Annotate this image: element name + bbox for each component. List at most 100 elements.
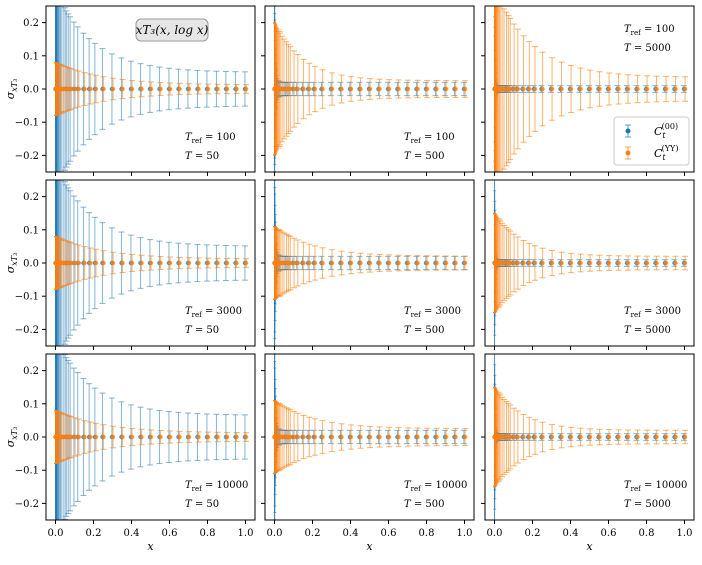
errorbar (539, 51, 546, 127)
errorbar (214, 431, 221, 443)
errorbar (119, 78, 126, 100)
errorbar (615, 73, 622, 105)
errorbar (294, 54, 301, 124)
data-point (511, 434, 517, 440)
data-point (521, 86, 526, 92)
errorbar (148, 429, 155, 445)
x-tick-label: 0.4 (343, 528, 359, 539)
errorbar (653, 255, 660, 271)
data-point (301, 86, 306, 92)
errorbar (549, 250, 556, 276)
errorbar (243, 258, 250, 268)
data-point (462, 260, 468, 266)
data-point (568, 260, 574, 266)
errorbar (587, 428, 594, 446)
data-point (521, 260, 526, 266)
errorbar (663, 255, 670, 271)
data-point (568, 434, 574, 440)
y-tick-label: −0.1 (15, 118, 39, 129)
errorbar (507, 17, 514, 161)
data-point (215, 434, 220, 440)
errorbar (514, 410, 521, 464)
legend-item: Ct(YY) (625, 144, 678, 162)
errorbar (433, 79, 440, 99)
data-point (120, 260, 125, 266)
errorbar (224, 257, 231, 269)
x-tick-label: 0.6 (381, 528, 397, 539)
data-point (358, 86, 363, 92)
errorbar (549, 57, 556, 121)
errorbar (615, 429, 622, 445)
data-point (110, 434, 116, 440)
data-point (663, 434, 669, 440)
data-point (549, 260, 555, 266)
errorbar (549, 424, 556, 450)
data-point (386, 86, 392, 92)
data-point (158, 86, 163, 92)
errorbar (186, 83, 193, 95)
data-point (644, 434, 650, 440)
errorbar (157, 430, 164, 444)
series-cyy (272, 22, 469, 156)
errorbar (367, 425, 374, 449)
errorbar (507, 404, 514, 470)
data-point (358, 260, 363, 266)
data-point (559, 434, 564, 440)
data-point (616, 260, 621, 266)
errorbar (539, 421, 546, 453)
legend-box (613, 116, 690, 166)
errorbar (81, 72, 88, 106)
data-point (424, 86, 430, 92)
plot-area (492, 6, 689, 172)
data-point (597, 434, 602, 440)
errorbar (300, 241, 307, 285)
legend: Ct(00) Ct(YY) (613, 116, 690, 166)
errorbar (376, 253, 383, 273)
data-point (515, 86, 521, 92)
data-point (295, 434, 301, 440)
errorbar (167, 430, 174, 444)
data-point (72, 434, 78, 440)
tref-label: Tref = 3000 (185, 306, 242, 319)
x-tick-label: 0.2 (86, 528, 102, 539)
errorbar (110, 251, 117, 275)
data-point (396, 434, 401, 440)
tref-label: Tref = 10000 (624, 480, 687, 493)
errorbar (520, 413, 527, 461)
data-point (358, 434, 363, 440)
series-cyy (53, 235, 250, 291)
data-point (606, 260, 612, 266)
errorbar (329, 249, 336, 277)
errorbar (92, 422, 99, 452)
data-point (405, 434, 411, 440)
errorbar (653, 429, 660, 445)
errorbar (87, 421, 94, 453)
errorbar (511, 23, 518, 155)
errorbar (92, 248, 99, 278)
y-tick-label: −0.2 (15, 499, 39, 510)
data-point (139, 260, 144, 266)
errorbar (424, 79, 431, 99)
errorbar (501, 8, 507, 170)
data-point (682, 86, 688, 92)
errorbar (452, 80, 459, 98)
data-point (511, 260, 517, 266)
errorbar (367, 253, 374, 273)
errorbar (414, 79, 421, 99)
errorbar (100, 424, 107, 450)
data-point (578, 260, 583, 266)
data-point (559, 260, 564, 266)
errorbar (75, 244, 82, 282)
data-point (307, 260, 312, 266)
t-label: T = 500 (404, 151, 445, 162)
data-point (527, 434, 532, 440)
errorbar (395, 79, 402, 99)
data-point (663, 86, 669, 92)
errorbar (405, 254, 412, 272)
data-point (205, 260, 211, 266)
data-point (76, 434, 82, 440)
errorbar (625, 255, 632, 271)
errorbar (294, 239, 301, 287)
errorbar (306, 416, 313, 458)
errorbar (433, 427, 440, 447)
